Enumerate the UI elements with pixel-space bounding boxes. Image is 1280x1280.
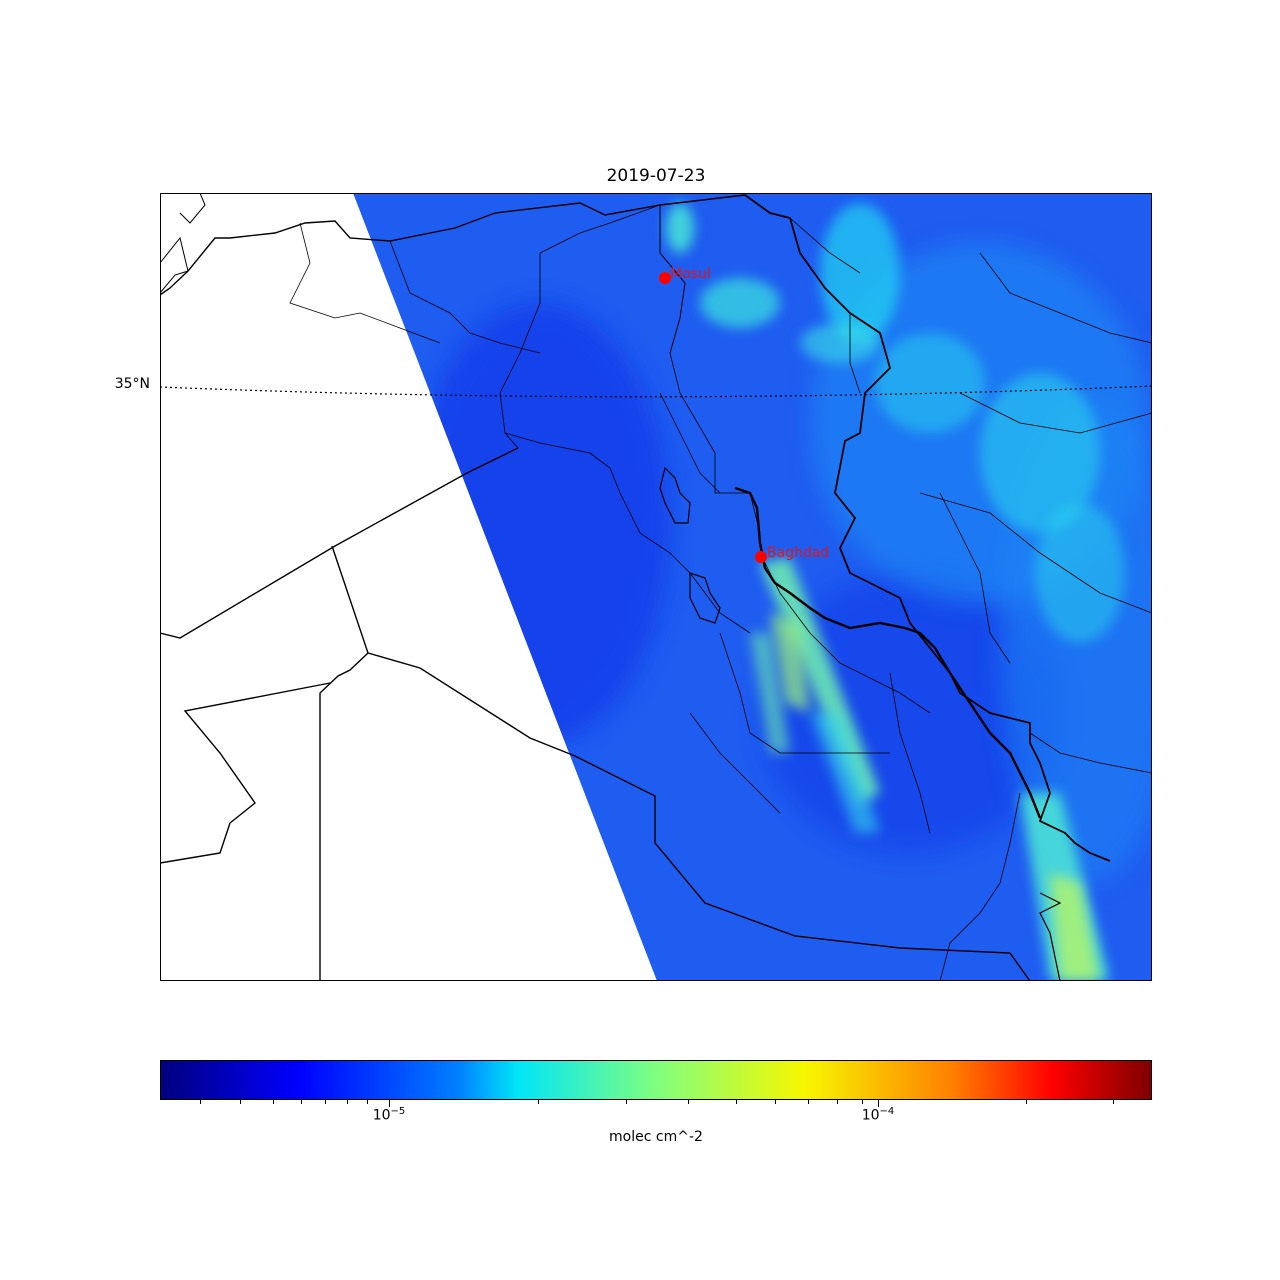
colorbar-minor-tick (775, 1100, 776, 1104)
colorbar-minor-tick (808, 1100, 809, 1104)
colorbar-gradient (160, 1060, 1152, 1100)
colorbar-minor-tick (240, 1100, 241, 1104)
colorbar-minor-tick (736, 1100, 737, 1104)
colorbar-minor-tick (862, 1100, 863, 1104)
map-title: 2019-07-23 (606, 166, 706, 186)
colorbar-minor-tick (1026, 1100, 1027, 1104)
colorbar-minor-tick (325, 1100, 326, 1104)
baghdad-marker (755, 551, 767, 563)
borders (160, 193, 1152, 981)
colorbar (160, 1060, 1152, 1100)
colorbar-tick-label: 10−4 (861, 1106, 895, 1124)
latitude-label: 35°N (114, 376, 150, 392)
colorbar-label: molec cm^-2 (609, 1129, 703, 1145)
heat-layer (410, 203, 1152, 981)
colorbar-minor-tick (538, 1100, 539, 1104)
city-label-baghdad: Baghdad (767, 545, 830, 561)
colorbar-tick-label: 10−5 (372, 1106, 406, 1124)
latitude-line (160, 385, 1152, 398)
colorbar-minor-tick (273, 1100, 274, 1104)
colorbar-minor-tick (1113, 1100, 1114, 1104)
colorbar-minor-tick (301, 1100, 302, 1104)
mosul-marker (659, 272, 671, 284)
colorbar-minor-tick (837, 1100, 838, 1104)
colorbar-minor-tick (347, 1100, 348, 1104)
colorbar-minor-tick (200, 1100, 201, 1104)
colorbar-major-tick (878, 1100, 879, 1107)
map-canvas (160, 193, 1152, 981)
city-label-mosul: Mosul (670, 266, 711, 282)
colorbar-minor-tick (367, 1100, 368, 1104)
colorbar-minor-tick (626, 1100, 627, 1104)
colorbar-major-tick (389, 1100, 390, 1107)
colorbar-minor-tick (688, 1100, 689, 1104)
map-panel (160, 193, 1152, 981)
